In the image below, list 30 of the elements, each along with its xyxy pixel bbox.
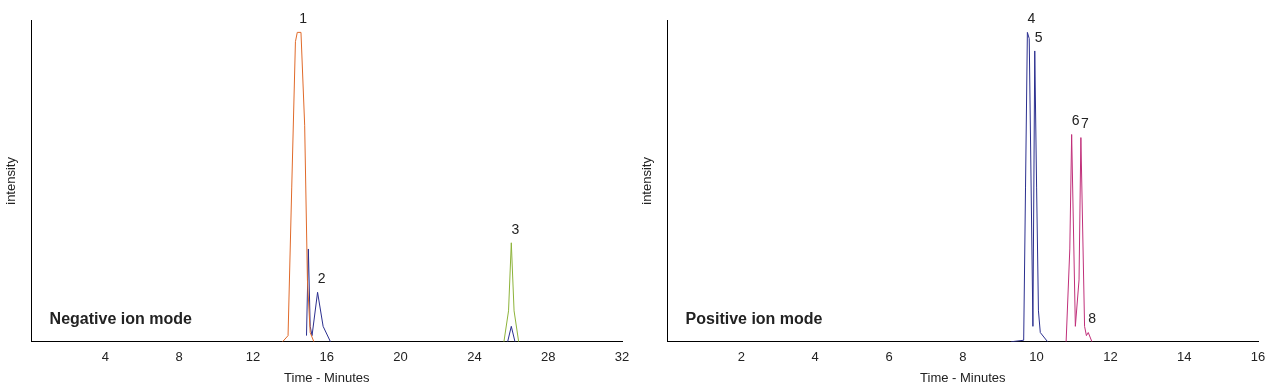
x-tick-label: 4 — [101, 349, 110, 365]
annotation: 5 — [1034, 28, 1043, 45]
x-tick-label: 20 — [393, 349, 408, 365]
x-tick-label: 2 — [737, 349, 746, 365]
x-axis-title: Time - Minutes — [284, 369, 371, 385]
annotation: 3 — [511, 220, 520, 237]
x-tick-label: 12 — [245, 349, 261, 365]
x-tick-label: 6 — [885, 349, 893, 365]
annotation: Negative ion mode — [49, 310, 192, 328]
x-tick-label: 4 — [811, 349, 819, 365]
x-tick-label: 16 — [1250, 349, 1266, 365]
annotation: 1 — [299, 10, 308, 27]
annotation: 7 — [1080, 115, 1089, 132]
annotation: 8 — [1088, 310, 1097, 327]
annotation: Positive ion mode — [685, 310, 823, 328]
x-tick-label: 8 — [959, 349, 967, 365]
annotation: 6 — [1071, 112, 1080, 129]
annotation: 4 — [1027, 10, 1036, 27]
x-tick-label: 14 — [1176, 349, 1192, 365]
x-tick-label: 28 — [540, 349, 556, 365]
y-axis-title: intensity — [639, 156, 655, 205]
x-tick-label: 8 — [175, 349, 183, 365]
annotation: 2 — [317, 270, 326, 287]
y-axis-title: intensity — [3, 156, 19, 205]
x-tick-label: 16 — [319, 349, 335, 365]
x-tick-label: 12 — [1103, 349, 1118, 365]
x-tick-label: 24 — [467, 349, 482, 365]
x-axis-title: Time - Minutes — [920, 369, 1007, 385]
x-tick-label: 10 — [1029, 349, 1044, 365]
x-tick-label: 32 — [614, 349, 630, 365]
